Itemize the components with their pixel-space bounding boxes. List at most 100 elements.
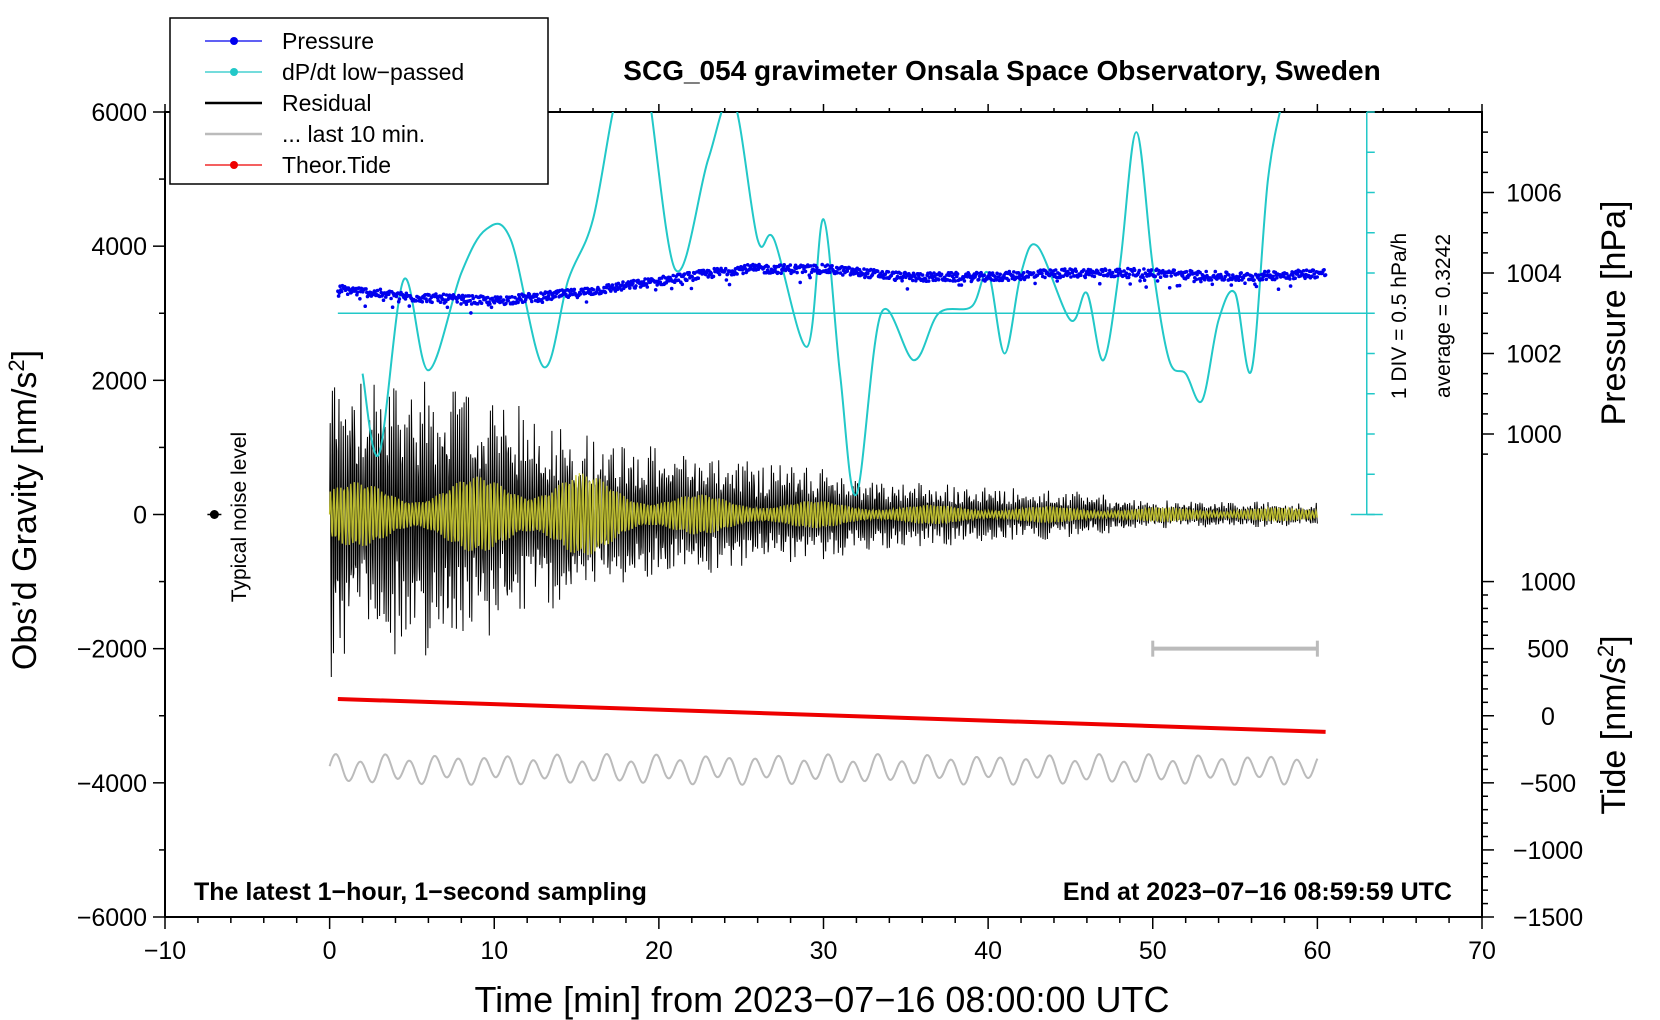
pressure-point [476,302,480,306]
pressure-point [735,272,739,276]
pressure-point [866,271,870,276]
pressure-point [1243,281,1247,286]
pressure-point [883,272,888,277]
pressure-point [644,282,649,286]
pressure-point [1147,273,1151,278]
pressure-tick-label: 1004 [1506,260,1562,288]
pressure-point [578,292,583,296]
pressure-point [407,304,412,308]
legend-items: Pressure dP/dt low−passed Residual ... last… [205,28,464,178]
pressure-point [1141,275,1145,280]
pressure-point [1126,266,1130,271]
pressure-point [862,267,866,271]
pressure-point [1275,276,1279,280]
pressure-point [711,274,716,279]
pressure-point [815,266,819,270]
pressure-point [828,270,832,275]
pressure-point [779,271,783,276]
y-tick-label: 4000 [91,233,147,261]
pressure-point [1303,276,1307,281]
pressure-point [394,294,399,299]
pressure-axis-ticks: 1006 1004 1002 1000 [1482,131,1562,455]
pressure-point [1164,274,1169,278]
y-tick-label: −6000 [77,904,147,932]
y-label-left-sup: 2 [4,359,29,371]
pressure-point [995,271,999,276]
legend-marker [230,161,238,169]
y-label-left-close: ] [6,350,44,359]
pressure-point [1293,276,1297,281]
pressure-point [1250,274,1255,279]
pressure-point [803,269,808,274]
pressure-point [948,278,952,283]
pressure-point [1276,287,1281,292]
last-10-min-line [328,753,1319,786]
pressure-point [1124,271,1129,276]
pressure-point [355,290,360,294]
pressure-point [1295,271,1300,276]
y-label-tide-sup: 2 [1593,645,1618,657]
pressure-point [1069,275,1073,279]
pressure-point [1031,271,1036,275]
pressure-point [1266,269,1271,274]
pressure-point [825,263,830,267]
pressure-point [584,300,589,304]
pressure-point [506,298,511,303]
pressure-point [952,276,956,281]
tide-tick-label: −1500 [1513,904,1583,932]
pressure-point [898,271,903,276]
pressure-point [1048,268,1053,272]
pressure-point [1126,275,1131,280]
pressure-point [610,283,615,287]
pressure-point [1285,272,1289,276]
pressure-point [481,295,485,299]
pressure-point [1055,279,1059,283]
pressure-point [468,298,473,303]
noise-level-dot [209,510,219,519]
pressure-point [809,264,813,268]
pressure-point [830,264,834,268]
pressure-point [336,294,341,298]
y-tick-label: 2000 [91,367,147,395]
pressure-point [1079,273,1083,278]
pressure-point [1021,271,1026,275]
pressure-point [420,300,425,304]
pressure-point [685,278,689,283]
pressure-point [1043,275,1047,280]
pressure-point [1110,270,1115,275]
pressure-point [469,311,473,315]
pressure-point [460,293,465,298]
pressure-point [1256,273,1261,278]
pressure-point [641,280,646,284]
pressure-point [1271,274,1275,279]
pressure-point [1194,277,1199,282]
x-tick-label: −10 [144,937,186,965]
pressure-point [926,279,931,283]
pressure-point [471,296,476,301]
pressure-point [914,277,919,281]
pressure-point [441,292,446,297]
pressure-point [1006,278,1011,283]
pressure-point [517,293,521,297]
y-tick-label: −4000 [77,770,147,798]
tide-axis-ticks: 1000 500 0 −500 −1000 −1500 [1482,569,1583,932]
pressure-point [1158,275,1163,280]
pressure-point [689,286,694,291]
pressure-point [510,295,514,299]
pressure-point [690,274,694,279]
pressure-point [430,300,434,305]
pressure-point [982,273,986,278]
pressure-point [741,271,745,276]
pressure-point [962,279,967,283]
legend-label: Pressure [282,28,374,54]
pressure-point [1098,281,1102,286]
dpdt-series [337,111,1383,516]
pressure-point [712,266,717,271]
last-10-min-series [328,753,1319,786]
pressure-point [339,289,344,294]
noise-level-label: Typical noise level [228,432,251,602]
pressure-point [397,297,402,301]
pressure-point [1172,268,1177,273]
pressure-point [792,269,796,273]
pressure-point [467,294,472,298]
